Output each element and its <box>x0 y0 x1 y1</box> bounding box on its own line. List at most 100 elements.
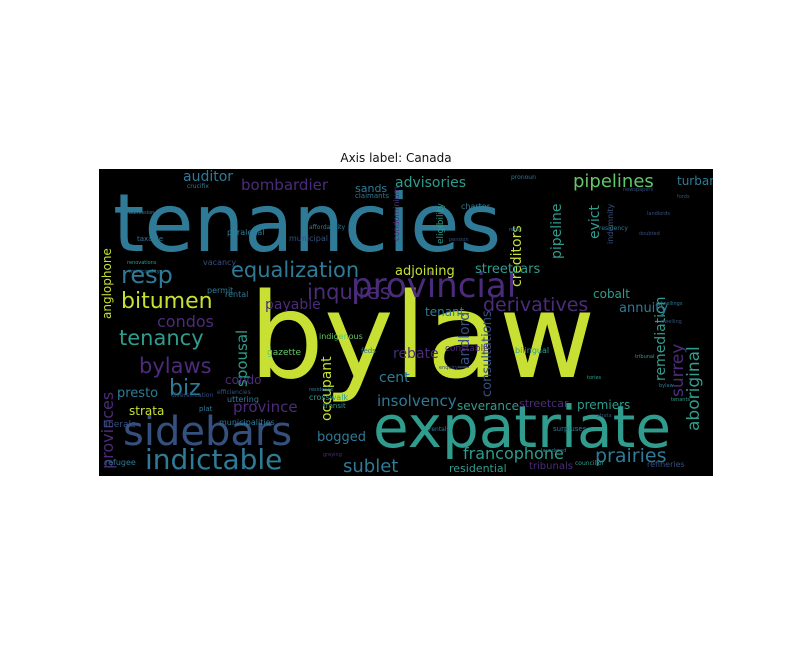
word-pipelines: pipelines <box>573 171 654 192</box>
word-councillor: councillor <box>575 460 605 467</box>
word-municipality: municipality <box>129 269 160 275</box>
word-province: province <box>233 398 298 416</box>
word-claimants: claimants <box>355 192 389 200</box>
word-tribunal: tribunal <box>635 354 654 360</box>
word-derivatives: derivatives <box>483 294 588 316</box>
word-tribunals: tribunals <box>529 461 573 472</box>
word-advisories: advisories <box>395 175 466 191</box>
word-aboriginal: aboriginal <box>684 346 704 431</box>
word-bylaw: bylaw <box>249 267 595 405</box>
word-bogged: bogged <box>317 430 366 445</box>
word-doubted: doubted <box>639 231 660 237</box>
word-refugee: refugee <box>105 458 136 467</box>
word-streetcar: streetcar <box>519 397 569 410</box>
word-dwelling: dwelling <box>661 319 682 325</box>
word-indictable: indictable <box>145 443 282 476</box>
word-liberals: liberals <box>103 420 136 430</box>
word-landlord: landlord <box>457 312 473 369</box>
word-evict: evict <box>587 205 603 239</box>
word-rebate: rebate <box>393 346 439 362</box>
word-francophone: francophone <box>463 444 564 463</box>
word-rentals: rentals <box>429 426 450 433</box>
word-retail: retail <box>509 227 522 233</box>
word-provinces: provinces <box>99 392 117 469</box>
word-sands: sands <box>355 182 387 195</box>
word-gazette: gazette <box>267 348 302 358</box>
word-tenancies: tenancies <box>113 177 501 270</box>
word-remediation: remediation <box>653 297 669 382</box>
word-resp: resp <box>121 261 173 289</box>
word-paralegal: paralegal <box>227 228 265 237</box>
word-efficiencies: efficiencies <box>217 389 251 396</box>
word-insolvency: insolvency <box>377 392 457 410</box>
word-pension: pension <box>449 237 469 243</box>
word-tories: tories <box>587 375 602 381</box>
word-affordability: affordability <box>309 224 345 231</box>
word-municipalities: municipalities <box>219 418 275 427</box>
word-pipeline: pipeline <box>549 203 565 259</box>
word-crosswalk: crosswalk <box>309 393 348 402</box>
word-laundered: laundered <box>541 448 566 454</box>
word-expatriate: expatriate <box>373 393 671 461</box>
word-condominium: condominium <box>392 186 401 241</box>
word-cobalt: cobalt <box>593 287 630 301</box>
word-tenant: tenant <box>425 305 465 319</box>
word-enquiry: enquiry <box>439 365 458 371</box>
word-provincial: provincial <box>351 266 516 306</box>
word-condo: condo <box>225 373 262 387</box>
word-residential: residential <box>449 462 507 475</box>
word-bylaws: bylaws <box>139 354 212 378</box>
word-eligibility: eligibility <box>436 203 446 244</box>
word-constable: constable <box>445 344 489 354</box>
word-occupant: occupant <box>319 356 335 421</box>
word-biz: biz <box>169 376 201 401</box>
word-indigenous: indigenous <box>319 332 363 341</box>
word-newspapers: newspapers <box>623 187 653 193</box>
chart-title: Axis label: Canada <box>340 151 452 165</box>
word-residence: residence <box>309 387 333 393</box>
word-surrey: surrey <box>668 344 688 397</box>
word-annuity: annuity <box>619 301 668 316</box>
word-adjoining: adjoining <box>395 264 455 279</box>
word-anglophone: anglophone <box>100 248 114 319</box>
word-landlords: landlords <box>647 211 670 217</box>
word-bitumen: bitumen <box>121 289 213 314</box>
word-creditors: creditors <box>509 225 525 287</box>
word-charter: charter <box>461 202 491 211</box>
word-bilingual: bilingual <box>515 346 549 355</box>
word-condos: condos <box>157 312 214 331</box>
word-permit: permit <box>207 286 233 295</box>
word-sidebars: sidebars <box>123 409 292 455</box>
word-municipal: municipal <box>289 234 328 243</box>
word-bylaw: bylaw <box>659 383 674 389</box>
word-renovations: renovations <box>127 260 157 266</box>
word-severance: severance <box>457 399 519 413</box>
word-turban: turban <box>677 174 713 188</box>
word-fords: fords <box>677 194 690 200</box>
word-uttering: uttering <box>227 395 259 404</box>
word-taxable: taxable <box>137 235 163 243</box>
word-diversification: diversification <box>171 392 213 399</box>
word-bombardier: bombardier <box>241 176 329 194</box>
word-greying: greying <box>323 452 342 458</box>
word-rental: rental <box>225 290 248 299</box>
word-consultations: consultations <box>480 310 495 397</box>
word-indemnity: indemnity <box>606 203 615 244</box>
word-crucifix: crucifix <box>187 183 209 190</box>
word-prairies: prairies <box>595 445 666 467</box>
word-refineries: refineries <box>647 460 685 469</box>
word-strata: strata <box>597 413 612 419</box>
word-inquires: inquires <box>307 280 391 304</box>
word-cent: cent <box>379 370 410 386</box>
word-premiers: premiers <box>577 398 630 412</box>
word-feds: feds <box>361 347 376 355</box>
word-tenants: tenants <box>671 397 690 403</box>
word-residency: residency <box>599 225 628 232</box>
word-payable: payable <box>265 297 321 313</box>
word-dwellings: dwellings <box>659 301 683 307</box>
word-plat: plat <box>199 405 213 413</box>
word-auditor: auditor <box>183 169 233 185</box>
word-transit: transit <box>323 402 346 410</box>
word-vacancy: vacancy <box>203 258 236 267</box>
word-streetcars: streetcars <box>475 262 540 277</box>
